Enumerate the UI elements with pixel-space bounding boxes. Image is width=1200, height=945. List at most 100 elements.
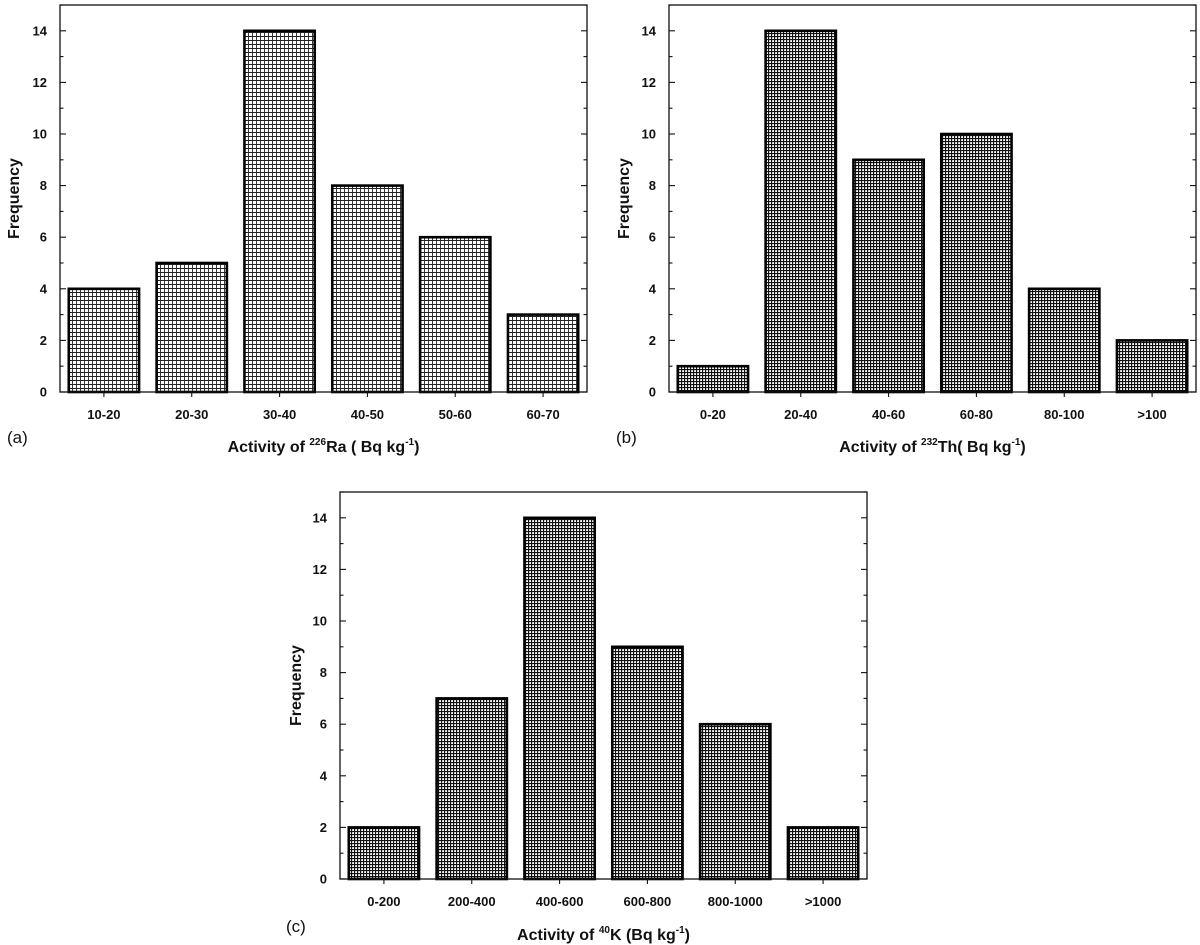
bar-400-600	[523, 516, 597, 881]
y-tick-label: 14	[33, 23, 48, 38]
panel-a-ra226: 0 2 4 6 8 10 12 14 10-20 20-30 30-40 40-50 50-60 60-…	[6, 4, 588, 456]
x-title-prefix: Activity of	[228, 439, 310, 456]
x-tick-label: 200-400	[448, 894, 496, 909]
bar-0-200	[347, 826, 421, 881]
x-tick-label: 20-40	[784, 407, 817, 422]
x-tick-label: 800-1000	[708, 894, 763, 909]
y-tick-label: 6	[40, 230, 47, 245]
y-tick-label: 14	[313, 510, 328, 525]
y-tick-label: 6	[649, 230, 656, 245]
x-title-isotope-mass: 232	[921, 437, 938, 448]
panel-c-label: (c)	[286, 917, 306, 936]
x-title-unit-exp: -1	[1012, 437, 1021, 448]
bar-200-400	[435, 697, 509, 881]
bar-600-800	[610, 645, 684, 881]
x-tick-label: 0-20	[700, 407, 726, 422]
y-tick-label: 12	[33, 75, 47, 90]
panel-b-plot-frame	[668, 4, 1197, 393]
y-tick-label: 10	[313, 614, 327, 629]
bar-40-60	[852, 158, 926, 394]
y-tick-label: 8	[649, 178, 656, 193]
bar-10-20	[67, 287, 141, 394]
x-title-unit-exp: -1	[676, 925, 685, 936]
bar-80-100	[1027, 287, 1101, 394]
x-title-element: Ra	[326, 439, 347, 456]
x-title-prefix: Activity of	[517, 927, 599, 944]
y-tick-label: 6	[320, 717, 327, 732]
panel-c-y-title: Frequency	[288, 645, 305, 726]
x-title-unit-close: )	[685, 927, 690, 944]
bar->100	[1115, 339, 1189, 394]
panel-c-x-title: Activity of 40K (Bq kg-1)	[517, 925, 690, 944]
panel-b-x-axis: 0-20 20-40 40-60 60-80 80-100 >100	[700, 392, 1167, 422]
y-tick-label: 12	[313, 562, 327, 577]
panel-b-y-axis: 0 2 4 6 8 10 12 14	[642, 4, 1196, 400]
y-tick-label: 4	[40, 281, 48, 296]
x-title-prefix: Activity of	[839, 439, 921, 456]
bar-60-70	[506, 313, 580, 394]
x-title-element: Th	[938, 439, 958, 456]
bar-60-80	[939, 132, 1013, 394]
y-tick-label: 12	[642, 75, 656, 90]
x-title-unit-close: )	[1020, 439, 1025, 456]
y-tick-label: 10	[642, 127, 656, 142]
x-tick-label: 80-100	[1044, 407, 1084, 422]
y-tick-label: 0	[320, 872, 327, 887]
x-title-unit-exp: -1	[405, 437, 414, 448]
panel-a-plot-frame	[59, 4, 588, 393]
x-title-isotope-mass: 226	[309, 437, 326, 448]
panel-b-label: (b)	[616, 428, 637, 447]
panel-b-x-title: Activity of 232Th( Bq kg-1)	[839, 437, 1025, 456]
x-title-isotope-mass: 40	[599, 925, 611, 936]
panel-b-bars	[676, 29, 1189, 394]
x-tick-label: 40-50	[351, 407, 384, 422]
bar-40-50	[330, 184, 404, 394]
bar-20-40	[764, 29, 838, 394]
x-title-unit-open: ( Bq kg	[957, 439, 1011, 456]
panel-a-x-title: Activity of 226Ra ( Bq kg-1)	[228, 437, 420, 456]
y-tick-label: 10	[33, 127, 47, 142]
x-tick-label: 60-70	[526, 407, 559, 422]
x-tick-label: >100	[1137, 407, 1166, 422]
x-tick-label: 40-60	[872, 407, 905, 422]
y-tick-label: 4	[320, 768, 328, 783]
panel-a-y-title: Frequency	[6, 158, 23, 239]
x-tick-label: >1000	[805, 894, 842, 909]
x-tick-label: 30-40	[263, 407, 296, 422]
y-tick-label: 8	[320, 665, 327, 680]
y-tick-label: 2	[649, 333, 656, 348]
panel-b-th232: 0 2 4 6 8 10 12 14 0-20 20-40 40-60 60-80 80-100 >10…	[616, 4, 1197, 456]
x-title-unit-open: ( Bq kg	[347, 439, 406, 456]
y-tick-label: 0	[649, 385, 656, 400]
panel-c-plot-frame	[339, 491, 868, 880]
y-tick-label: 14	[642, 23, 657, 38]
y-tick-label: 0	[40, 385, 47, 400]
y-tick-label: 2	[320, 820, 327, 835]
panel-b-y-title: Frequency	[616, 158, 633, 239]
panel-c-y-axis: 0 2 4 6 8 10 12 14	[313, 491, 867, 887]
x-tick-label: 10-20	[87, 407, 120, 422]
y-tick-label: 8	[40, 178, 47, 193]
bar-800-1000	[698, 722, 772, 881]
bar-0-20	[676, 364, 750, 394]
panel-a-bars	[67, 29, 580, 394]
x-title-element: K	[610, 927, 622, 944]
x-title-unit-close: )	[414, 439, 419, 456]
x-tick-label: 60-80	[960, 407, 993, 422]
bar-30-40	[243, 29, 317, 394]
panel-a-y-axis: 0 2 4 6 8 10 12 14	[33, 4, 587, 400]
y-tick-label: 4	[649, 281, 657, 296]
y-tick-label: 2	[40, 333, 47, 348]
bar->1000	[786, 826, 860, 881]
x-tick-label: 20-30	[175, 407, 208, 422]
panel-c-bars	[347, 516, 860, 881]
x-tick-label: 0-200	[367, 894, 400, 909]
panel-c-x-axis: 0-200 200-400 400-600 600-800 800-1000 >1000	[367, 879, 841, 909]
x-tick-label: 400-600	[536, 894, 584, 909]
panel-a-label: (a)	[7, 428, 28, 447]
bar-20-30	[155, 261, 229, 394]
x-tick-label: 600-800	[624, 894, 672, 909]
panel-a-x-axis: 10-20 20-30 30-40 40-50 50-60 60-70	[87, 392, 560, 422]
x-title-unit-open: (Bq kg	[622, 927, 676, 944]
